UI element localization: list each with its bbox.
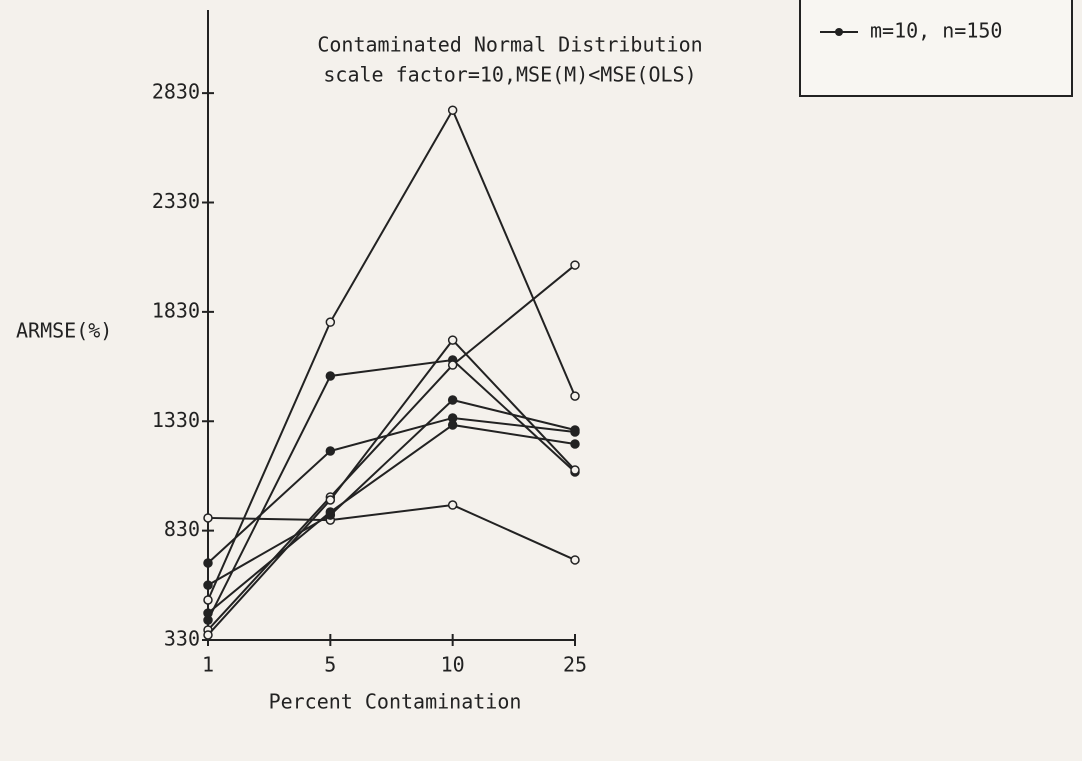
data-point [570,555,580,565]
series-line [207,504,576,561]
data-point [570,425,580,435]
data-point [203,580,213,590]
legend-marker [835,28,843,36]
data-point [203,558,213,568]
data-point [325,317,336,327]
y-tick-label: 1330 [152,408,200,432]
y-axis-label: ARMSE(%) [16,319,112,343]
data-point [570,260,580,270]
series-line [207,107,576,601]
series-line [207,398,576,586]
y-tick-label: 1830 [152,298,200,322]
x-axis-label: Percent Contamination [269,690,522,714]
legend-label: m=10, n=150 [870,19,1002,43]
y-tick-label: 830 [164,517,200,541]
data-point [325,495,336,505]
chart-subtitle: scale factor=10,MSE(M)<MSE(OLS) [323,63,696,87]
data-point [447,335,458,345]
data-point [447,420,458,430]
data-point [447,500,458,510]
data-point [203,513,213,523]
y-tick-label: 330 [164,627,200,651]
series-line [207,423,576,614]
data-point [570,391,580,401]
data-point [325,510,336,520]
data-point [447,360,458,370]
series-line [207,416,576,564]
data-point [203,595,213,605]
legend-box [799,0,1073,97]
x-tick-label: 1 [202,653,214,677]
data-point [203,608,213,618]
y-tick-label: 2830 [152,80,200,104]
data-point [325,371,336,381]
x-tick-label: 25 [563,653,587,677]
x-tick-label: 5 [324,653,336,677]
y-tick-label: 2330 [152,189,200,213]
chart-title: Contaminated Normal Distribution [317,33,702,57]
data-point [570,465,580,475]
data-point [325,446,336,456]
data-point [203,630,213,640]
data-point [447,105,458,115]
data-point [447,395,458,405]
data-point [570,439,580,449]
series-line [207,338,576,636]
x-tick-label: 10 [441,653,465,677]
